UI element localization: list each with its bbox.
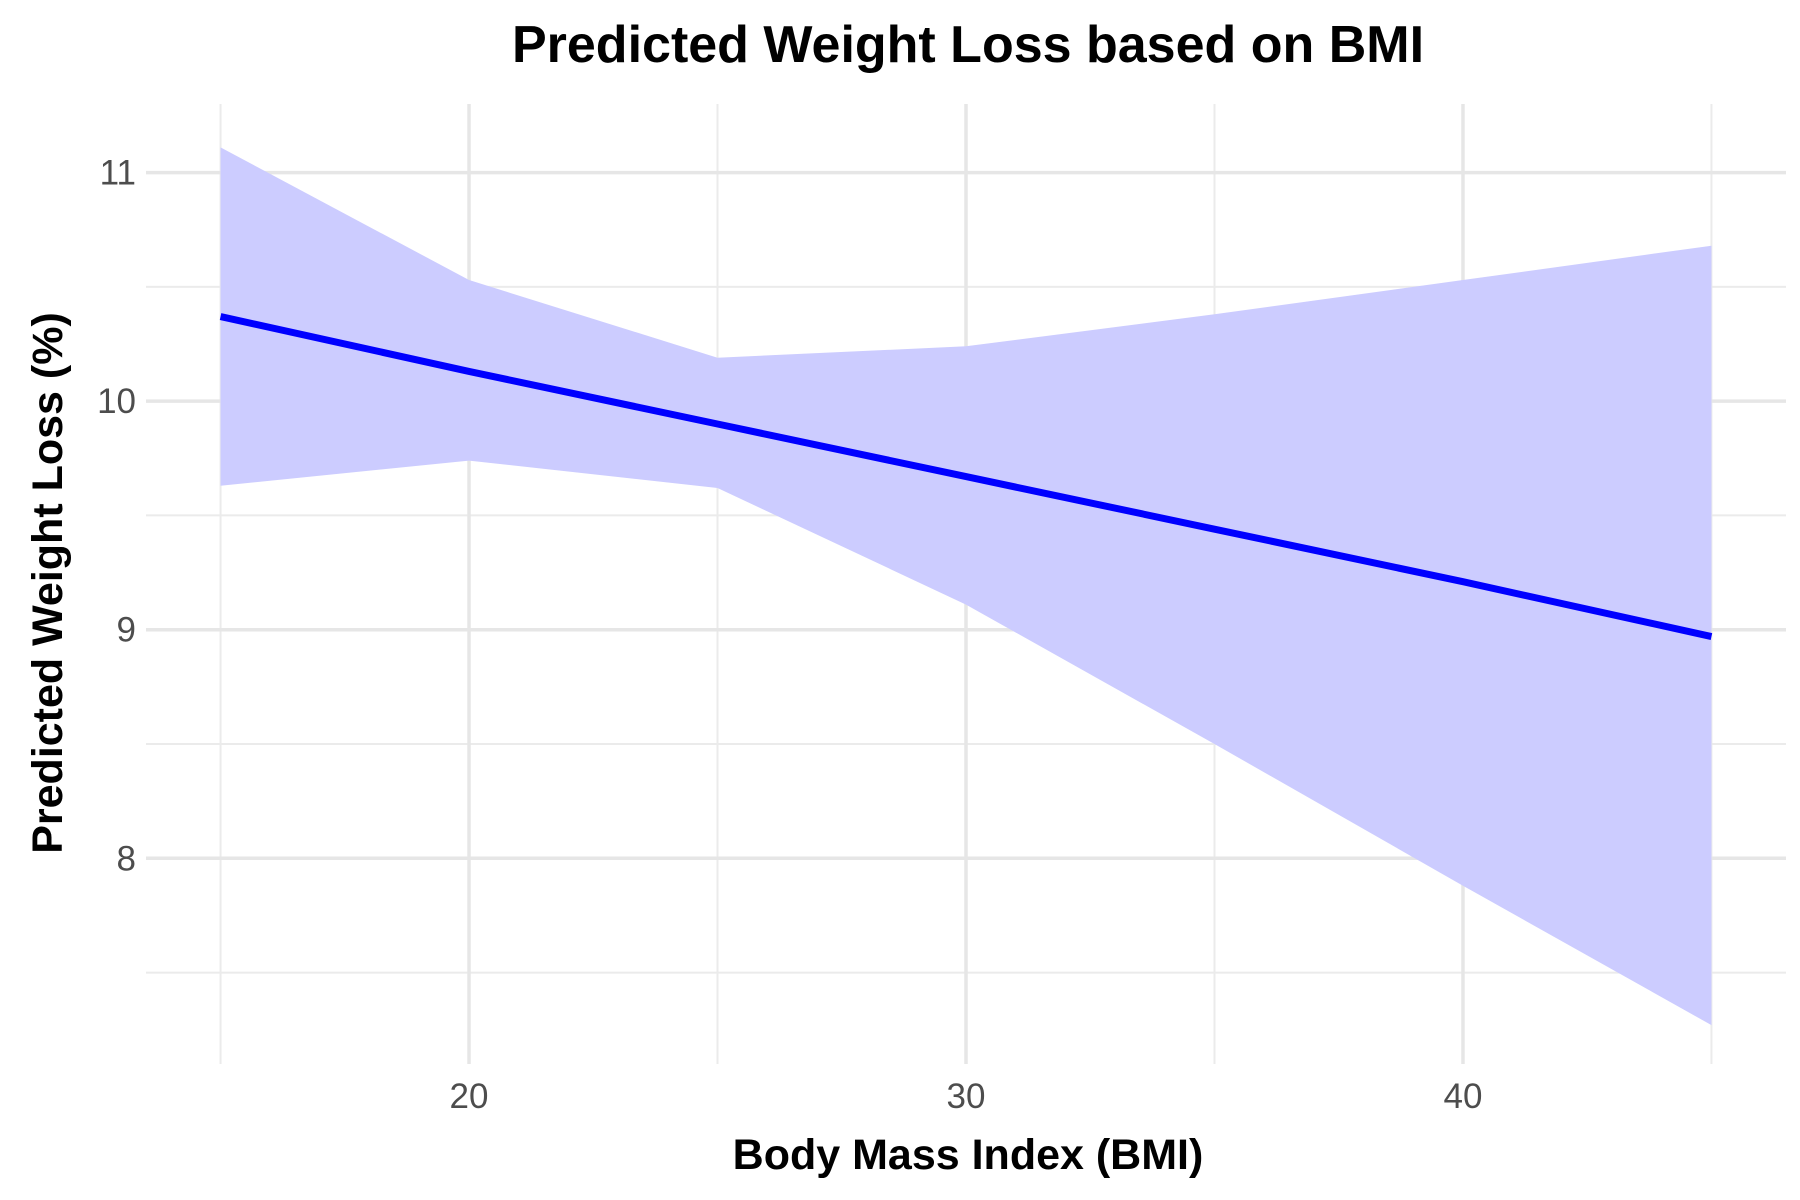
x-tick-label: 20 — [450, 1077, 489, 1116]
y-tick-label: 8 — [117, 839, 136, 878]
x-tick-label: 30 — [947, 1077, 986, 1116]
trend-line — [219, 313, 1713, 640]
y-tick-label: 9 — [117, 611, 136, 650]
chart-title: Predicted Weight Loss based on BMI — [512, 16, 1424, 74]
x-axis-title: Body Mass Index (BMI) — [733, 1131, 1204, 1179]
y-tick-label: 11 — [100, 154, 136, 193]
y-tick-label: 10 — [97, 382, 136, 421]
confidence-band-layer — [220, 147, 1712, 1026]
trend-line-layer — [219, 313, 1713, 640]
tick-labels: 8 9 10 11 20 30 40 — [97, 154, 1482, 1116]
x-tick-label: 40 — [1444, 1077, 1483, 1116]
y-axis-title: Predicted Weight Loss (%) — [24, 312, 72, 854]
confidence-band — [220, 147, 1712, 1026]
